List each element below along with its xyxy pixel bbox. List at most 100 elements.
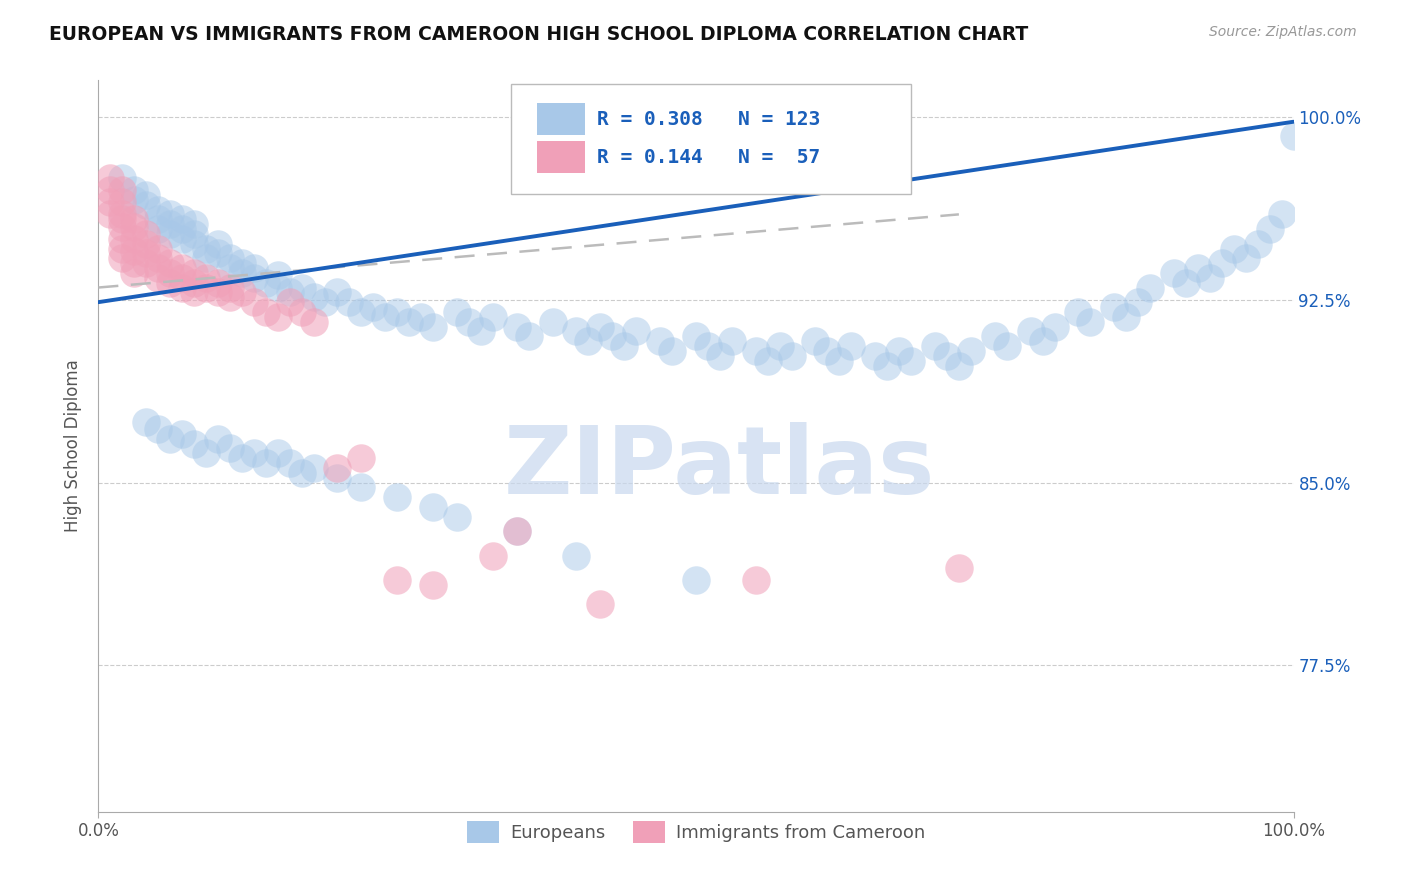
Point — [481, 549, 505, 563]
Point — [172, 232, 194, 246]
Point — [135, 227, 157, 241]
Point — [254, 305, 277, 319]
Point — [565, 549, 588, 563]
Point — [385, 305, 409, 319]
Point — [685, 573, 707, 587]
Point — [841, 339, 863, 353]
Point — [195, 252, 218, 266]
Point — [231, 451, 253, 466]
Point — [159, 266, 181, 280]
Point — [135, 246, 157, 260]
Point — [613, 339, 636, 353]
Point — [231, 256, 253, 270]
Point — [302, 290, 325, 304]
Point — [267, 268, 290, 283]
Point — [172, 260, 194, 275]
Point — [984, 329, 1007, 343]
Point — [506, 524, 529, 539]
Point — [207, 236, 229, 251]
Point — [685, 329, 707, 343]
Point — [1032, 334, 1054, 348]
Point — [709, 349, 731, 363]
Point — [602, 329, 624, 343]
Point — [385, 490, 409, 504]
Text: Source: ZipAtlas.com: Source: ZipAtlas.com — [1209, 25, 1357, 39]
Point — [745, 343, 768, 358]
Point — [207, 276, 229, 290]
Point — [446, 509, 468, 524]
Point — [804, 334, 827, 348]
Point — [315, 295, 337, 310]
Point — [183, 436, 205, 450]
Point — [350, 451, 373, 466]
Point — [267, 310, 290, 324]
Point — [124, 256, 146, 270]
Point — [243, 260, 266, 275]
Point — [865, 349, 887, 363]
Point — [876, 359, 898, 373]
Point — [278, 456, 301, 470]
Point — [219, 290, 242, 304]
Point — [172, 222, 194, 236]
Text: ZIPatlas: ZIPatlas — [505, 422, 935, 514]
Point — [1258, 222, 1281, 236]
Point — [1175, 276, 1198, 290]
Point — [183, 227, 205, 241]
Point — [135, 415, 157, 429]
Point — [111, 232, 134, 246]
Point — [506, 319, 529, 334]
Bar — [537, 103, 585, 135]
Point — [278, 295, 301, 310]
Point — [159, 256, 181, 270]
Point — [219, 252, 242, 266]
Point — [148, 222, 170, 236]
FancyBboxPatch shape — [510, 84, 911, 194]
Point — [124, 244, 146, 258]
Point — [815, 343, 838, 358]
Text: R = 0.308   N = 123: R = 0.308 N = 123 — [596, 110, 820, 128]
Point — [1043, 319, 1066, 334]
Point — [135, 187, 157, 202]
Point — [98, 170, 122, 185]
Y-axis label: High School Diploma: High School Diploma — [65, 359, 83, 533]
Point — [1247, 236, 1270, 251]
Point — [745, 573, 768, 587]
Point — [148, 252, 170, 266]
Point — [446, 305, 468, 319]
Point — [889, 343, 911, 358]
Point — [326, 461, 349, 475]
Point — [936, 349, 959, 363]
Point — [111, 219, 134, 234]
Point — [374, 310, 396, 324]
Point — [183, 276, 205, 290]
Point — [326, 471, 349, 485]
Point — [1163, 266, 1185, 280]
Point — [111, 183, 134, 197]
Point — [195, 446, 218, 460]
Point — [422, 500, 444, 514]
Point — [267, 280, 290, 294]
Point — [207, 285, 229, 300]
Point — [148, 260, 170, 275]
Point — [1211, 256, 1233, 270]
Point — [1199, 270, 1222, 285]
Point — [183, 266, 205, 280]
Point — [756, 353, 779, 368]
Point — [172, 280, 194, 294]
Point — [1187, 260, 1209, 275]
Point — [411, 310, 433, 324]
Point — [1271, 207, 1294, 221]
Point — [124, 193, 146, 207]
Point — [111, 212, 134, 227]
Point — [626, 325, 648, 339]
Point — [517, 329, 540, 343]
Point — [124, 232, 146, 246]
Point — [1080, 315, 1102, 329]
Point — [254, 456, 277, 470]
Point — [350, 305, 373, 319]
Point — [363, 300, 385, 314]
Point — [111, 242, 134, 256]
Point — [135, 256, 157, 270]
Point — [135, 197, 157, 211]
Point — [291, 305, 314, 319]
